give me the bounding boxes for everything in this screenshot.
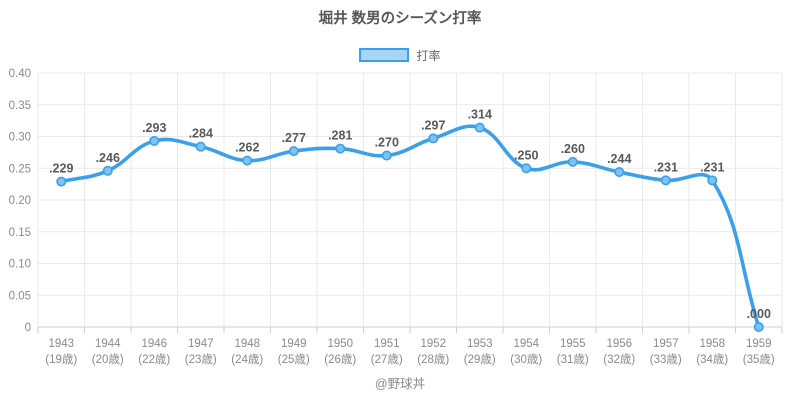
x-axis-tick-label-year: 1943 xyxy=(48,338,74,350)
x-axis-tick-label-age: (24歳) xyxy=(231,353,263,366)
data-point-label: .244 xyxy=(607,152,631,166)
data-point-label: .284 xyxy=(189,127,213,141)
y-axis-tick-label: 0.35 xyxy=(9,100,31,112)
x-axis-tick-label-year: 1951 xyxy=(374,338,400,350)
x-axis-tick-label-year: 1956 xyxy=(606,338,632,350)
data-point-label: .231 xyxy=(700,160,724,174)
data-point-label: .229 xyxy=(49,162,73,176)
x-axis-tick-label-age: (31歳) xyxy=(557,353,589,366)
data-point[interactable] xyxy=(242,155,253,166)
data-point[interactable] xyxy=(521,163,532,174)
x-axis-tick-label-age: (33歳) xyxy=(650,353,682,366)
x-axis-tick-label-year: 1954 xyxy=(513,338,539,350)
data-point[interactable] xyxy=(474,122,485,133)
data-point[interactable] xyxy=(195,141,206,152)
legend-swatch xyxy=(359,48,410,62)
y-axis-tick-label: 0.10 xyxy=(9,259,31,271)
x-axis-tick-label-age: (22歳) xyxy=(138,353,170,366)
data-point-label: .277 xyxy=(282,131,306,145)
data-point-label: .293 xyxy=(142,121,166,135)
x-axis-tick-label-age: (32歳) xyxy=(603,353,635,366)
x-axis-tick-label-year: 1946 xyxy=(141,338,167,350)
watermark-credit: @野球丼 xyxy=(374,377,426,391)
data-point[interactable] xyxy=(753,321,764,332)
data-point[interactable] xyxy=(56,176,67,187)
data-point[interactable] xyxy=(614,167,625,178)
y-axis-tick-label: 0.25 xyxy=(9,163,31,175)
x-axis-tick-label-year: 1957 xyxy=(653,338,679,350)
data-point-label: .314 xyxy=(468,108,492,122)
data-point[interactable] xyxy=(335,143,346,154)
data-point[interactable] xyxy=(149,135,160,146)
data-point[interactable] xyxy=(428,133,439,144)
chart-title: 堀井 数男のシーズン打率 xyxy=(318,11,482,27)
data-point[interactable] xyxy=(288,146,299,157)
data-point[interactable] xyxy=(102,165,113,176)
x-axis-tick-label-year: 1955 xyxy=(560,338,586,350)
y-axis-tick-label: 0.20 xyxy=(9,195,31,207)
y-axis-tick-label: 0 xyxy=(25,322,31,334)
y-axis-tick-label: 0.40 xyxy=(9,68,31,80)
legend-item[interactable]: 打率 xyxy=(0,46,800,64)
data-point-label: .260 xyxy=(561,142,585,156)
x-axis-tick-label-year: 1952 xyxy=(420,338,446,350)
data-point-label: .297 xyxy=(421,118,445,132)
data-point-label: .281 xyxy=(328,129,352,143)
x-axis-tick-label-age: (28歳) xyxy=(417,353,449,366)
x-axis-tick-label-year: 1953 xyxy=(467,338,493,350)
x-axis-tick-label-age: (30歳) xyxy=(510,353,542,366)
y-axis-tick-label: 0.05 xyxy=(9,290,31,302)
x-axis-tick-label-age: (20歳) xyxy=(92,353,124,366)
x-axis-tick-label-age: (34歳) xyxy=(696,353,728,366)
x-axis-tick-label-age: (25歳) xyxy=(278,353,310,366)
x-axis-tick-label-year: 1950 xyxy=(327,338,353,350)
x-axis-tick-label-year: 1959 xyxy=(746,338,772,350)
data-point-label: .246 xyxy=(96,151,120,165)
data-point[interactable] xyxy=(381,150,392,161)
data-point-label: .262 xyxy=(235,141,259,155)
x-axis-tick-label-age: (19歳) xyxy=(45,353,77,366)
data-point[interactable] xyxy=(660,175,671,186)
x-axis-tick-label-age: (26歳) xyxy=(324,353,356,366)
x-axis-tick-label-age: (23歳) xyxy=(185,353,217,366)
y-axis-tick-label: 0.15 xyxy=(9,227,31,239)
data-point-label: .250 xyxy=(514,148,538,162)
x-axis-tick-label-age: (35歳) xyxy=(743,353,775,366)
data-point[interactable] xyxy=(567,156,578,167)
y-axis-tick-label: 0.30 xyxy=(9,132,31,144)
x-axis-tick-label-year: 1944 xyxy=(95,338,121,350)
x-axis-tick-label-year: 1948 xyxy=(234,338,260,350)
data-point-label: .000 xyxy=(747,307,771,321)
x-axis-tick-label-year: 1958 xyxy=(699,338,725,350)
x-axis-tick-label-age: (29歳) xyxy=(464,353,496,366)
data-point[interactable] xyxy=(707,175,718,186)
x-axis-tick-label-year: 1947 xyxy=(188,338,214,350)
x-axis-tick-label-year: 1949 xyxy=(281,338,307,350)
data-point-label: .231 xyxy=(654,160,678,174)
x-axis-tick-label-age: (27歳) xyxy=(371,353,403,366)
legend-label: 打率 xyxy=(416,48,441,63)
data-point-label: .270 xyxy=(375,136,399,150)
